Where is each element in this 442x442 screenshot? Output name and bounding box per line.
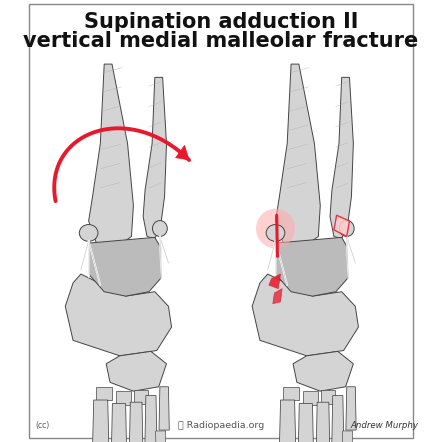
Polygon shape xyxy=(330,77,353,239)
Polygon shape xyxy=(159,387,169,430)
Polygon shape xyxy=(316,402,330,442)
Polygon shape xyxy=(283,387,299,400)
Polygon shape xyxy=(273,289,282,304)
Polygon shape xyxy=(175,145,189,160)
Polygon shape xyxy=(106,351,167,391)
Polygon shape xyxy=(298,404,314,442)
Polygon shape xyxy=(89,237,160,296)
Text: ⭐ Radiopaedia.org: ⭐ Radiopaedia.org xyxy=(178,421,264,430)
Ellipse shape xyxy=(79,225,98,241)
Polygon shape xyxy=(65,274,171,356)
Text: Supination adduction II: Supination adduction II xyxy=(84,12,358,32)
Polygon shape xyxy=(332,396,344,442)
Polygon shape xyxy=(279,400,296,442)
Polygon shape xyxy=(269,274,281,289)
Polygon shape xyxy=(111,404,127,442)
Ellipse shape xyxy=(266,225,285,241)
Polygon shape xyxy=(143,77,167,239)
Text: Andrew Murphy: Andrew Murphy xyxy=(351,421,419,430)
Polygon shape xyxy=(92,400,109,442)
Polygon shape xyxy=(303,391,317,405)
Polygon shape xyxy=(134,390,148,404)
Polygon shape xyxy=(252,274,358,356)
Polygon shape xyxy=(321,390,335,404)
Polygon shape xyxy=(145,396,157,442)
Ellipse shape xyxy=(256,209,295,248)
Polygon shape xyxy=(346,387,356,430)
Ellipse shape xyxy=(152,221,167,236)
Polygon shape xyxy=(116,391,131,405)
Polygon shape xyxy=(334,215,350,236)
Polygon shape xyxy=(129,402,143,442)
Text: (cc): (cc) xyxy=(35,421,50,430)
Polygon shape xyxy=(343,431,353,442)
Polygon shape xyxy=(96,387,112,400)
Polygon shape xyxy=(89,64,133,248)
Polygon shape xyxy=(293,351,353,391)
Polygon shape xyxy=(275,64,320,248)
Polygon shape xyxy=(156,431,166,442)
Ellipse shape xyxy=(339,221,354,236)
Polygon shape xyxy=(275,237,347,296)
Text: vertical medial malleolar fracture: vertical medial malleolar fracture xyxy=(23,31,419,51)
